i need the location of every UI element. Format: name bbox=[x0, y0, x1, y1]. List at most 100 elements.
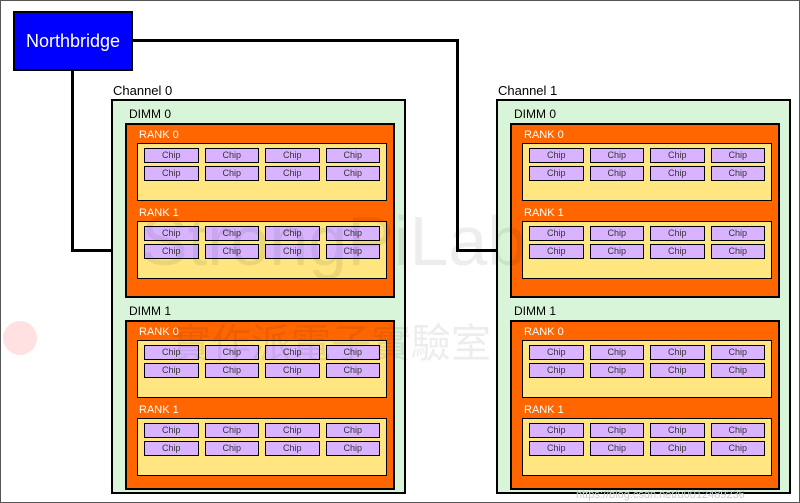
channel-label-0: Channel 0 bbox=[113, 83, 172, 98]
dimm-label-1-1: DIMM 1 bbox=[514, 304, 556, 318]
chip: Chip bbox=[205, 441, 260, 456]
dimm-label-0-1: DIMM 1 bbox=[129, 304, 171, 318]
chip: Chip bbox=[265, 148, 320, 163]
chip: Chip bbox=[590, 226, 645, 241]
chip: Chip bbox=[205, 345, 260, 360]
chip: Chip bbox=[205, 244, 260, 259]
chip-row: ChipChipChipChip bbox=[529, 423, 765, 438]
dimm-box-0-1: RANK 0 Chip Chip Chip Chip Chip Chip Chip Chip RA… bbox=[125, 320, 395, 490]
chip-row: Chip Chip Chip Chip bbox=[529, 166, 765, 181]
chip: Chip bbox=[650, 226, 705, 241]
chip: Chip bbox=[265, 363, 320, 378]
rank-box-0-1-1: ChipChipChipChipChipChipChipChip bbox=[137, 418, 387, 476]
chip: Chip bbox=[144, 423, 199, 438]
chip: Chip bbox=[650, 363, 705, 378]
chip: Chip bbox=[265, 441, 320, 456]
chip: Chip bbox=[144, 363, 199, 378]
chip: Chip bbox=[711, 345, 766, 360]
chip-row: ChipChipChipChip bbox=[144, 244, 380, 259]
chip: Chip bbox=[650, 423, 705, 438]
chip-row: Chip Chip Chip Chip bbox=[144, 226, 380, 241]
chip: Chip bbox=[590, 244, 645, 259]
rank-box-0-0-0: ChipChipChipChipChipChipChipChip bbox=[137, 143, 387, 201]
chip-row: ChipChipChipChip bbox=[529, 148, 765, 163]
chip-row: Chip Chip Chip Chip bbox=[144, 363, 380, 378]
chip: Chip bbox=[529, 345, 584, 360]
chip: Chip bbox=[205, 423, 260, 438]
chip: Chip bbox=[265, 345, 320, 360]
rank-label-1-1-1: RANK 1 bbox=[524, 404, 564, 416]
chip: Chip bbox=[265, 244, 320, 259]
chip-row: ChipChipChipChip bbox=[144, 423, 380, 438]
chip: Chip bbox=[326, 423, 381, 438]
chip: Chip bbox=[650, 166, 705, 181]
chip: Chip bbox=[529, 226, 584, 241]
rank-box-1-1-1: ChipChipChipChipChipChipChipChip bbox=[522, 418, 772, 476]
chip: Chip bbox=[711, 166, 766, 181]
rank-label-0-0-0: RANK 0 bbox=[139, 129, 179, 141]
chip: Chip bbox=[144, 441, 199, 456]
chip: Chip bbox=[590, 148, 645, 163]
rank-label-1-1-0: RANK 0 bbox=[524, 326, 564, 338]
chip: Chip bbox=[590, 423, 645, 438]
chip: Chip bbox=[326, 363, 381, 378]
chip: Chip bbox=[590, 363, 645, 378]
chip: Chip bbox=[650, 244, 705, 259]
chip-row: Chip Chip Chip Chip bbox=[144, 345, 380, 360]
rank-label-0-1-0: RANK 0 bbox=[139, 326, 179, 338]
channel-box-1: DIMM 0RANK 0ChipChipChipChipChipChipChip… bbox=[496, 99, 791, 494]
chip: Chip bbox=[529, 148, 584, 163]
channel-label-1: Channel 1 bbox=[498, 83, 557, 98]
chip: Chip bbox=[144, 345, 199, 360]
chip: Chip bbox=[711, 441, 766, 456]
chip-row: ChipChipChipChip bbox=[529, 244, 765, 259]
chip: Chip bbox=[265, 226, 320, 241]
rank-box-1-0-1: ChipChipChipChipChipChipChipChip bbox=[522, 221, 772, 279]
chip: Chip bbox=[326, 345, 381, 360]
chip: Chip bbox=[711, 244, 766, 259]
chip-row: ChipChipChipChip bbox=[529, 363, 765, 378]
chip: Chip bbox=[205, 363, 260, 378]
rank-label-0-0-1: RANK 1 bbox=[139, 207, 179, 219]
chip: Chip bbox=[650, 345, 705, 360]
chip: Chip bbox=[326, 226, 381, 241]
chip-row: Chip Chip Chip Chip bbox=[529, 345, 765, 360]
rank-box-0-0-1: ChipChipChipChipChipChipChipChip bbox=[137, 221, 387, 279]
bus-wire-4 bbox=[456, 249, 496, 252]
northbridge-block: Northbridge bbox=[13, 11, 133, 71]
footer-watermark: https://blog.csdn.net/u0012489236 bbox=[576, 489, 745, 501]
rank-box-1-1-0: ChipChipChipChipChipChipChipChip bbox=[522, 340, 772, 398]
chip: Chip bbox=[326, 166, 381, 181]
chip: Chip bbox=[529, 363, 584, 378]
rank-box-0-1-0: Chip Chip Chip Chip Chip Chip Chip Chip bbox=[137, 340, 387, 398]
chip-row: Chip Chip Chip Chip bbox=[144, 441, 380, 456]
rank-box-1-0-0: ChipChipChipChipChipChipChipChip bbox=[522, 143, 772, 201]
chip: Chip bbox=[711, 423, 766, 438]
chip: Chip bbox=[144, 226, 199, 241]
dimm-box-1-0: RANK 0 Chip Chip Chip Chip Chip Chip Chip Chip RA… bbox=[510, 123, 780, 298]
chip: Chip bbox=[529, 441, 584, 456]
chip-row: ChipChipChipChip bbox=[529, 226, 765, 241]
rank-label-0-1-1: RANK 1 bbox=[139, 404, 179, 416]
dimm-box-1-1: RANK 0 Chip Chip Chip Chip Chip Chip Chip Chip RA… bbox=[510, 320, 780, 490]
chip: Chip bbox=[205, 148, 260, 163]
chip: Chip bbox=[326, 441, 381, 456]
chip: Chip bbox=[529, 166, 584, 181]
bus-wire-3 bbox=[456, 39, 459, 251]
rank-label-1-0-1: RANK 1 bbox=[524, 207, 564, 219]
chip: Chip bbox=[590, 345, 645, 360]
dimm-box-0-0: RANK 0 Chip Chip Chip Chip Chip Chip Chip Chip RA… bbox=[125, 123, 395, 298]
chip: Chip bbox=[265, 166, 320, 181]
chip: Chip bbox=[590, 166, 645, 181]
bus-wire-0 bbox=[71, 71, 74, 251]
channel-box-0: DIMM 0RANK 0ChipChipChipChipChipChipChip… bbox=[111, 99, 406, 494]
rank-label-1-0-0: RANK 0 bbox=[524, 129, 564, 141]
chip: Chip bbox=[711, 148, 766, 163]
chip: Chip bbox=[205, 226, 260, 241]
chip: Chip bbox=[144, 166, 199, 181]
chip: Chip bbox=[590, 441, 645, 456]
chip: Chip bbox=[205, 166, 260, 181]
chip: Chip bbox=[650, 441, 705, 456]
chip-row: Chip Chip Chip Chip bbox=[144, 166, 380, 181]
chip: Chip bbox=[326, 244, 381, 259]
